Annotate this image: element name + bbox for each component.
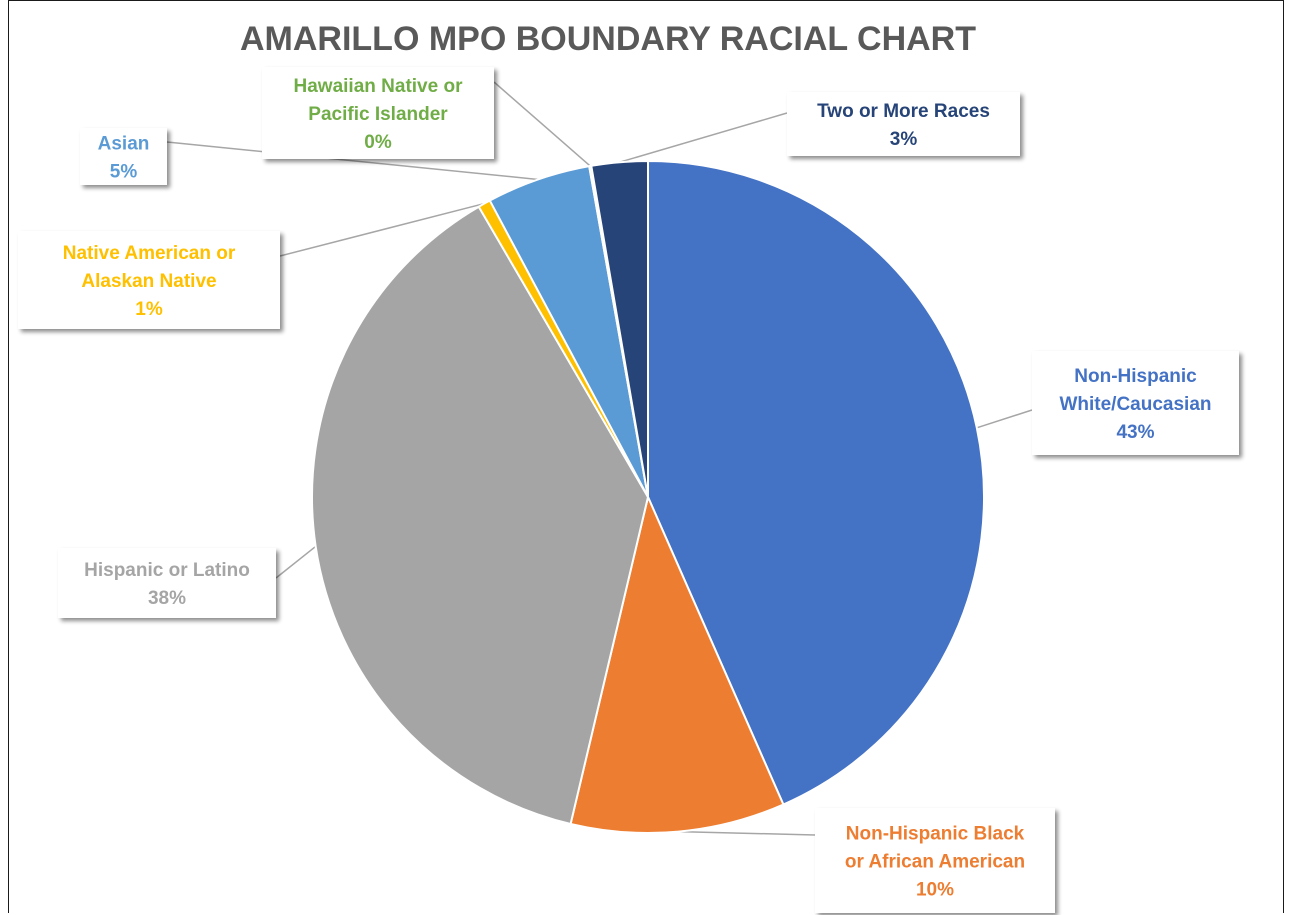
data-label-category: or African American — [845, 852, 1025, 873]
pie-slice — [311, 205, 650, 826]
leader-line — [279, 202, 485, 257]
leader-line — [976, 409, 1033, 429]
chart-frame — [8, 0, 1284, 913]
data-label-box — [815, 808, 1055, 913]
leader-line — [678, 830, 816, 836]
data-label-category: Non-Hispanic Black — [846, 824, 1025, 845]
data-label-percent: 43% — [1116, 422, 1154, 443]
data-label-category: Non-Hispanic — [1074, 366, 1197, 387]
data-label-box — [262, 67, 494, 159]
data-label-category: Hawaiian Native or — [294, 76, 464, 97]
data-label-percent: 3% — [890, 129, 918, 150]
leader-line — [275, 545, 317, 579]
data-label-category: Asian — [98, 134, 150, 155]
chart-title: AMARILLO MPO BOUNDARY RACIAL CHART — [240, 20, 976, 58]
data-label-box — [58, 548, 276, 618]
data-label-percent: 38% — [148, 588, 186, 609]
data-label-category: Two or More Races — [817, 101, 990, 122]
data-label-box — [18, 231, 280, 329]
pie-slice — [590, 159, 649, 498]
data-label-box — [80, 128, 167, 185]
data-label-category: Alaskan Native — [81, 271, 216, 292]
data-label-category: Native American or — [63, 243, 236, 264]
data-label-category: White/Caucasian — [1059, 394, 1211, 415]
data-label-percent: 10% — [916, 880, 954, 901]
leader-line — [166, 141, 539, 181]
leader-line — [619, 112, 788, 163]
leader-line — [493, 81, 591, 167]
data-label-category: Hispanic or Latino — [84, 560, 250, 581]
data-label-percent: 5% — [110, 162, 138, 183]
data-label-category: Pacific Islander — [308, 104, 448, 125]
data-label-box — [787, 92, 1020, 156]
data-label-percent: 1% — [135, 299, 163, 320]
data-label-percent: 0% — [364, 132, 392, 153]
pie-slice — [569, 493, 785, 834]
pie-slice — [647, 159, 985, 806]
data-label-box — [1032, 351, 1239, 455]
